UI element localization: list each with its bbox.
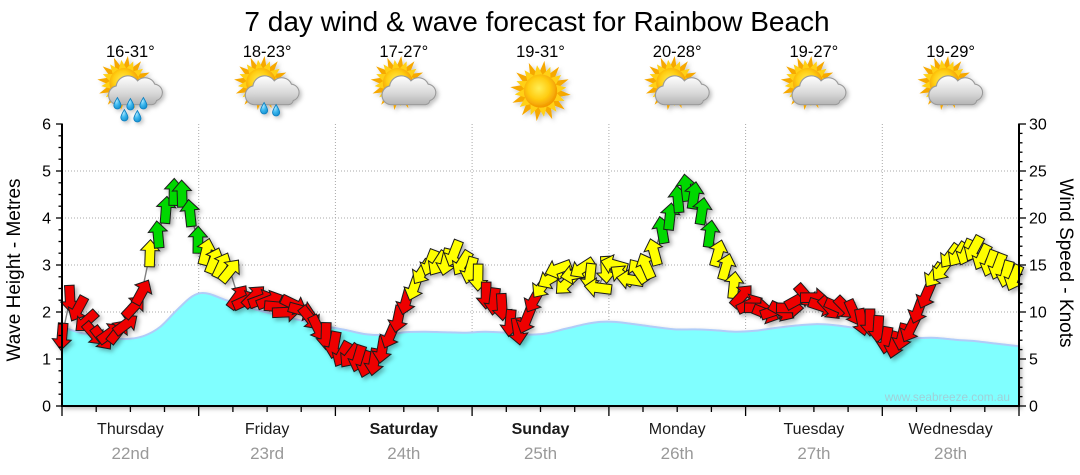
svg-text:1: 1 bbox=[42, 352, 51, 369]
svg-text:0: 0 bbox=[1029, 399, 1038, 416]
svg-text:3: 3 bbox=[42, 258, 51, 275]
svg-text:10: 10 bbox=[1029, 305, 1047, 322]
svg-text:24th: 24th bbox=[387, 444, 420, 463]
svg-text:20-28°: 20-28° bbox=[653, 43, 702, 61]
svg-text:19-29°: 19-29° bbox=[926, 43, 975, 61]
svg-text:17-27°: 17-27° bbox=[379, 43, 428, 61]
svg-text:30: 30 bbox=[1029, 117, 1047, 134]
svg-text:www.seabreeze.com.au: www.seabreeze.com.au bbox=[884, 390, 1010, 404]
svg-text:Wind Speed - Knots: Wind Speed - Knots bbox=[1055, 179, 1076, 348]
svg-text:26th: 26th bbox=[661, 444, 694, 463]
svg-text:Wave Height - Metres: Wave Height - Metres bbox=[4, 178, 25, 361]
svg-text:18-23°: 18-23° bbox=[243, 43, 292, 61]
svg-text:19-27°: 19-27° bbox=[789, 43, 838, 61]
svg-text:Friday: Friday bbox=[245, 421, 289, 438]
svg-text:5: 5 bbox=[1029, 352, 1038, 369]
svg-text:7 day wind & wave forecast for: 7 day wind & wave forecast for Rainbow B… bbox=[244, 6, 829, 37]
svg-text:Saturday: Saturday bbox=[370, 421, 439, 438]
svg-text:19-31°: 19-31° bbox=[516, 43, 565, 61]
svg-text:0: 0 bbox=[42, 399, 51, 416]
svg-text:4: 4 bbox=[42, 211, 51, 228]
svg-text:22nd: 22nd bbox=[111, 444, 149, 463]
svg-text:25: 25 bbox=[1029, 164, 1047, 181]
svg-text:15: 15 bbox=[1029, 258, 1047, 275]
svg-text:20: 20 bbox=[1029, 211, 1047, 228]
svg-text:28th: 28th bbox=[934, 444, 967, 463]
svg-text:23rd: 23rd bbox=[250, 444, 284, 463]
svg-text:Wednesday: Wednesday bbox=[908, 421, 992, 438]
svg-text:6: 6 bbox=[42, 117, 51, 134]
svg-text:2: 2 bbox=[42, 305, 51, 322]
svg-text:Tuesday: Tuesday bbox=[784, 421, 845, 438]
svg-text:25th: 25th bbox=[524, 444, 557, 463]
svg-text:Thursday: Thursday bbox=[97, 421, 164, 438]
svg-text:27th: 27th bbox=[797, 444, 830, 463]
svg-text:16-31°: 16-31° bbox=[106, 43, 155, 61]
svg-text:Monday: Monday bbox=[649, 421, 706, 438]
svg-text:Sunday: Sunday bbox=[512, 421, 570, 438]
svg-text:5: 5 bbox=[42, 164, 51, 181]
